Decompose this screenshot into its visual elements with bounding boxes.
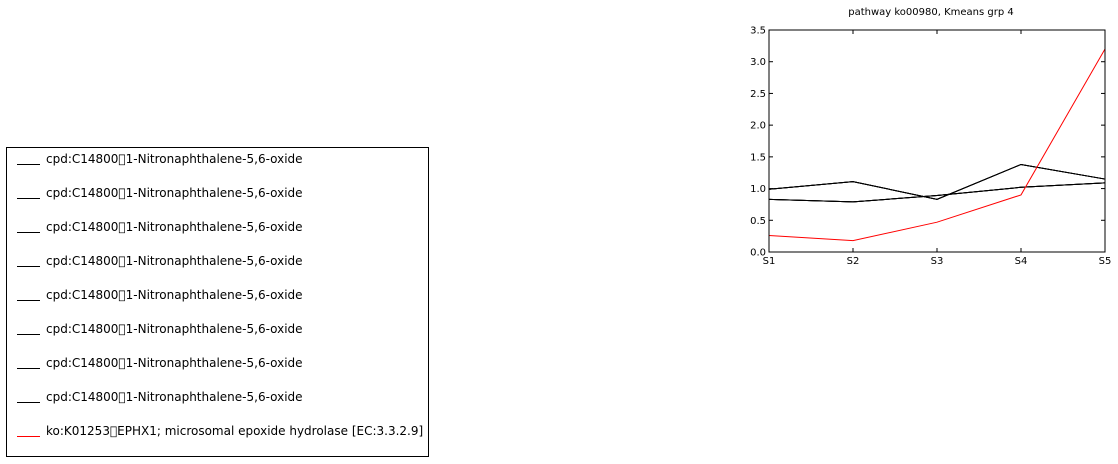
legend-item: cpd:C14800 1-Nitronaphthalene-5,6-oxide (7, 220, 427, 240)
series-line-9 (768, 48, 1106, 242)
y-tick-label: 1.0 (750, 184, 766, 195)
x-tick-label: S4 (1015, 256, 1028, 267)
legend-item: ko:K01253 EPHX1; microsomal epoxide hydr… (7, 424, 427, 444)
legend-item: cpd:C14800 1-Nitronaphthalene-5,6-oxide (7, 186, 427, 206)
legend-swatch (17, 436, 40, 437)
legend-label: cpd:C14800 1-Nitronaphthalene-5,6-oxide (46, 356, 303, 370)
x-tick-label: S3 (931, 256, 944, 267)
series-line-3 (768, 163, 1106, 200)
x-tick-label: S5 (1099, 256, 1112, 267)
legend-item: cpd:C14800 1-Nitronaphthalene-5,6-oxide (7, 390, 427, 410)
legend-swatch (17, 198, 40, 199)
legend-swatch (17, 300, 40, 301)
legend-swatch (17, 334, 40, 335)
legend-label: cpd:C14800 1-Nitronaphthalene-5,6-oxide (46, 390, 303, 404)
legend-label: ko:K01253 EPHX1; microsomal epoxide hydr… (46, 424, 424, 438)
legend-swatch (17, 232, 40, 233)
series-line-2 (768, 163, 1106, 200)
y-tick-label: 3.0 (750, 57, 766, 68)
legend: cpd:C14800 1-Nitronaphthalene-5,6-oxide c… (6, 147, 429, 457)
legend-swatch (17, 402, 40, 403)
legend-item: cpd:C14800 1-Nitronaphthalene-5,6-oxide (7, 288, 427, 308)
legend-item: cpd:C14800 1-Nitronaphthalene-5,6-oxide (7, 356, 427, 376)
legend-label: cpd:C14800 1-Nitronaphthalene-5,6-oxide (46, 186, 303, 200)
series-line-8 (768, 182, 1106, 203)
legend-label: cpd:C14800 1-Nitronaphthalene-5,6-oxide (46, 254, 303, 268)
legend-swatch (17, 266, 40, 267)
legend-label: cpd:C14800 1-Nitronaphthalene-5,6-oxide (46, 288, 303, 302)
y-tick-label: 2.0 (750, 121, 766, 132)
legend-item: cpd:C14800 1-Nitronaphthalene-5,6-oxide (7, 152, 427, 172)
legend-label: cpd:C14800 1-Nitronaphthalene-5,6-oxide (46, 322, 303, 336)
x-tick-label: S2 (847, 256, 860, 267)
chart-title: pathway ko00980, Kmeans grp 4 (848, 7, 1014, 18)
legend-label: cpd:C14800 1-Nitronaphthalene-5,6-oxide (46, 152, 303, 166)
series-line-4 (768, 163, 1106, 200)
legend-swatch (17, 368, 40, 369)
y-tick-label: 0.0 (750, 248, 766, 259)
series-line-1 (768, 163, 1106, 200)
y-tick-label: 2.5 (750, 89, 766, 100)
x-tick-label: S1 (763, 256, 776, 267)
legend-swatch (17, 164, 40, 165)
y-tick-label: 1.5 (750, 152, 766, 163)
legend-label: cpd:C14800 1-Nitronaphthalene-5,6-oxide (46, 220, 303, 234)
legend-item: cpd:C14800 1-Nitronaphthalene-5,6-oxide (7, 254, 427, 274)
y-tick-label: 0.5 (750, 216, 766, 227)
y-tick-label: 3.5 (750, 26, 766, 37)
legend-item: cpd:C14800 1-Nitronaphthalene-5,6-oxide (7, 322, 427, 342)
plot-frame (768, 29, 1106, 253)
